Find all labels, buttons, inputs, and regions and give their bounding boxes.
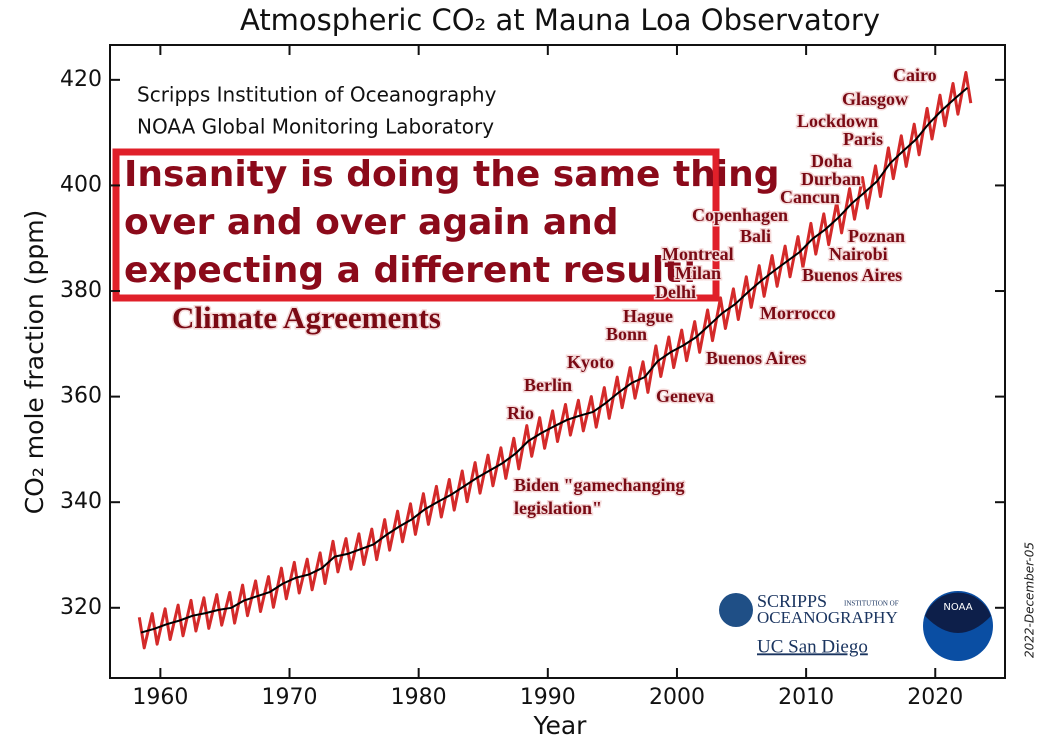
annotation: legislation" bbox=[514, 498, 602, 518]
annotation: Buenos Aires bbox=[706, 348, 806, 368]
annotation: Berlin bbox=[524, 375, 572, 395]
date-stamp: 2022-December-05 bbox=[1023, 542, 1037, 658]
annotation: Montreal bbox=[662, 244, 734, 264]
annotation: Cancun bbox=[780, 187, 840, 207]
quote-box bbox=[112, 148, 720, 302]
y-tick-label: 340 bbox=[60, 489, 102, 514]
y-tick-label: 360 bbox=[60, 384, 102, 409]
annotation: Rio bbox=[507, 403, 534, 423]
logo-text: UC San Diego bbox=[757, 636, 868, 657]
x-tick-label: 2010 bbox=[778, 685, 834, 710]
y-tick-label: 380 bbox=[60, 278, 102, 303]
annotation: Bali bbox=[740, 226, 771, 246]
chart-title: Atmospheric CO₂ at Mauna Loa Observatory bbox=[240, 3, 880, 37]
logo-text: OCEANOGRAPHY bbox=[757, 608, 898, 627]
y-tick-label: 320 bbox=[60, 595, 102, 620]
credit: Scripps Institution of Oceanography bbox=[137, 83, 497, 107]
annotation: Doha bbox=[811, 151, 852, 171]
data-line bbox=[140, 87, 969, 634]
quote-line: over and over again and bbox=[124, 202, 619, 243]
x-tick-label: 2000 bbox=[649, 685, 705, 710]
y-axis-label: CO₂ mole fraction (ppm) bbox=[20, 210, 49, 515]
annotation: Paris bbox=[843, 129, 883, 149]
quote-line: Insanity is doing the same thing bbox=[124, 154, 780, 195]
annotation: Glasgow bbox=[842, 89, 908, 109]
scripps-logo bbox=[719, 593, 753, 627]
annotation: Biden "gamechanging bbox=[514, 475, 685, 495]
x-tick-label: 1960 bbox=[132, 685, 188, 710]
noaa-logo-top bbox=[925, 592, 991, 633]
credit: NOAA Global Monitoring Laboratory bbox=[137, 115, 494, 139]
x-tick-label: 1970 bbox=[262, 685, 318, 710]
heading: Climate Agreements bbox=[172, 300, 441, 335]
annotation: Milan bbox=[675, 263, 721, 283]
annotation: Nairobi bbox=[829, 244, 888, 264]
y-tick-label: 420 bbox=[60, 67, 102, 92]
logo-text: SCRIPPS bbox=[757, 591, 827, 611]
plot-frame bbox=[109, 44, 1006, 679]
logo-text: NOAA bbox=[943, 602, 972, 613]
annotation: Buenos Aires bbox=[802, 265, 902, 285]
x-tick-label: 1990 bbox=[520, 685, 576, 710]
x-tick-label: 2020 bbox=[907, 685, 963, 710]
x-axis-label: Year bbox=[533, 711, 588, 740]
annotation: Copenhagen bbox=[692, 205, 788, 225]
annotation: Lockdown bbox=[797, 111, 878, 131]
annotation: Poznan bbox=[848, 226, 905, 246]
annotation: Kyoto bbox=[567, 352, 614, 372]
annotation: Hague bbox=[623, 306, 673, 326]
marks bbox=[137, 71, 973, 650]
annotation: Morrocco bbox=[760, 303, 836, 323]
annotation: Durban bbox=[801, 169, 861, 189]
annotation: Cairo bbox=[893, 65, 937, 85]
annotation: Delhi bbox=[655, 282, 696, 302]
y-tick-label: 400 bbox=[60, 172, 102, 197]
annotation: Bonn bbox=[606, 324, 647, 344]
annotation: Geneva bbox=[656, 386, 714, 406]
logo-text: INSTITUTION OF bbox=[844, 600, 899, 608]
x-tick-label: 1980 bbox=[391, 685, 447, 710]
quote-line: expecting a different result! bbox=[124, 250, 698, 291]
